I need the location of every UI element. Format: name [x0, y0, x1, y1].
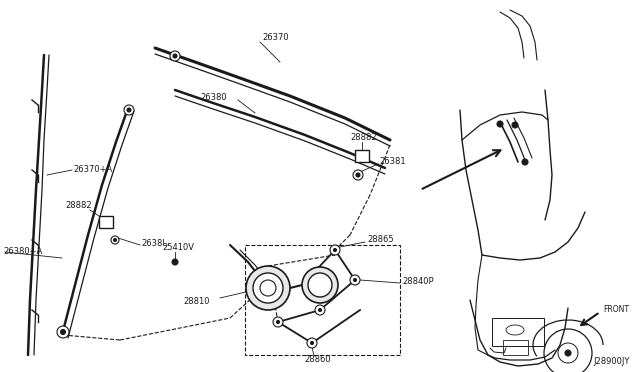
Text: 25410V: 25410V: [162, 244, 194, 253]
Text: 28882: 28882: [350, 132, 376, 141]
Circle shape: [353, 279, 356, 282]
Text: 26380: 26380: [200, 93, 227, 102]
Circle shape: [170, 51, 180, 61]
Text: 26370: 26370: [262, 33, 289, 42]
Circle shape: [317, 282, 323, 288]
Circle shape: [307, 338, 317, 348]
Circle shape: [173, 54, 177, 58]
Circle shape: [310, 341, 314, 344]
Circle shape: [61, 330, 65, 334]
Circle shape: [276, 321, 280, 324]
Text: J28900JY: J28900JY: [594, 357, 630, 366]
Text: 28865: 28865: [367, 235, 394, 244]
Bar: [99, 216, 113, 228]
Circle shape: [57, 326, 69, 338]
Circle shape: [127, 108, 131, 112]
Circle shape: [253, 273, 283, 303]
Text: 26380+A: 26380+A: [3, 247, 42, 257]
Circle shape: [353, 170, 363, 180]
Circle shape: [265, 285, 271, 291]
Circle shape: [522, 159, 528, 165]
Circle shape: [111, 236, 119, 244]
Text: 28882: 28882: [65, 202, 92, 211]
Circle shape: [302, 267, 338, 303]
Circle shape: [356, 173, 360, 177]
Circle shape: [113, 238, 116, 241]
Circle shape: [273, 317, 283, 327]
Circle shape: [565, 350, 571, 356]
Circle shape: [172, 259, 178, 265]
Circle shape: [315, 305, 325, 315]
Bar: [245, 245, 400, 355]
Circle shape: [319, 308, 321, 311]
Text: 2638L: 2638L: [141, 240, 167, 248]
Text: 26381: 26381: [379, 157, 406, 166]
Bar: [503, 340, 528, 355]
Text: 28840P: 28840P: [402, 276, 434, 285]
Circle shape: [124, 105, 134, 115]
Text: 26370+A: 26370+A: [73, 166, 112, 174]
Circle shape: [512, 122, 518, 128]
Bar: [492, 318, 544, 346]
Text: 28860: 28860: [304, 356, 331, 365]
Circle shape: [333, 248, 337, 251]
Circle shape: [497, 121, 503, 127]
Bar: [355, 150, 369, 162]
Text: 28810: 28810: [184, 298, 210, 307]
Circle shape: [246, 266, 290, 310]
Circle shape: [308, 273, 332, 297]
Circle shape: [350, 275, 360, 285]
Text: FRONT: FRONT: [603, 305, 629, 314]
Circle shape: [330, 245, 340, 255]
